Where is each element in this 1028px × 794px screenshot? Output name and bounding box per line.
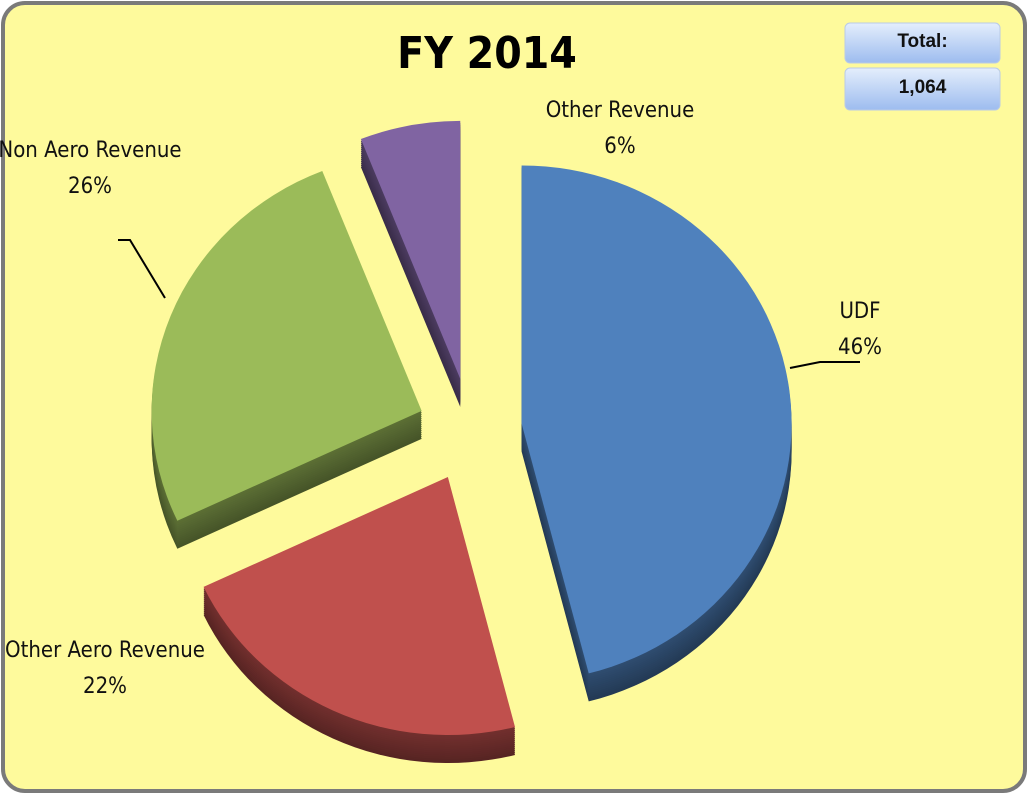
total-value-box <box>844 67 1001 111</box>
category-name: Non Aero Revenue <box>0 138 182 163</box>
leader-line <box>789 361 860 369</box>
slice <box>203 477 516 736</box>
category-name: Other Revenue <box>545 98 695 123</box>
slice <box>360 120 461 379</box>
category-name: Other Aero Revenue <box>5 638 205 663</box>
total-title: Total: <box>897 31 948 52</box>
total-title-box <box>844 22 1001 64</box>
value-label: 26% <box>68 174 112 199</box>
leader-line <box>118 239 166 299</box>
value-label: 46% <box>838 335 882 360</box>
value-label: 22% <box>83 674 127 699</box>
total-value: 1,064 <box>898 77 947 98</box>
chart-title: FY 2014 <box>397 28 577 79</box>
data-label: UDF 46% <box>795 294 925 366</box>
data-label: Non Aero Revenue 26% <box>0 133 190 205</box>
slice <box>151 170 422 521</box>
pie <box>151 120 792 764</box>
slice <box>521 165 792 674</box>
data-label: Other Aero Revenue 22% <box>5 633 205 705</box>
category-name: UDF <box>839 299 881 324</box>
data-label: Other Revenue 6% <box>520 93 720 165</box>
value-label: 6% <box>604 134 636 159</box>
